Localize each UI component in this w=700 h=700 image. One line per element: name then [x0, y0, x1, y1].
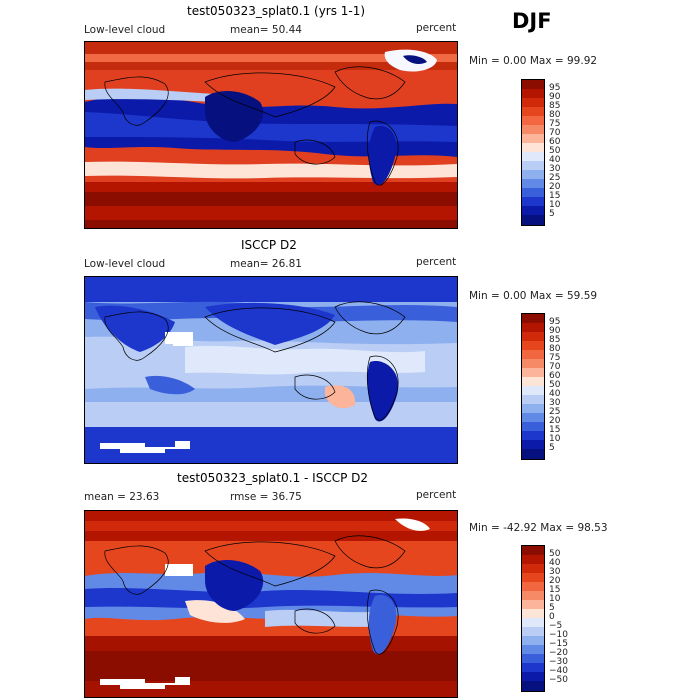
colorbar-tick: 10 [549, 200, 561, 210]
panel-2-unit: percent [416, 256, 457, 268]
colorbar-tick: 30 [549, 398, 561, 408]
colorbar-tick: 5 [549, 443, 555, 453]
colorbar-tick: 90 [549, 326, 561, 336]
panel-1-mean: mean= 50.44 [230, 24, 302, 36]
panel-2-title: ISCCP D2 [241, 238, 297, 252]
panel-3-rmse: rmse = 36.75 [230, 491, 302, 503]
colorbar-tick: 15 [549, 585, 561, 595]
panel-3-unit: percent [416, 489, 457, 501]
colorbar-tick: 80 [549, 110, 561, 120]
colorbar-tick: 20 [549, 416, 561, 426]
colorbar-tick: 75 [549, 119, 561, 129]
colorbar-tick: 10 [549, 434, 561, 444]
colorbar-tick: 60 [549, 137, 561, 147]
panel-1-map [84, 41, 458, 229]
colorbar-tick: 50 [549, 146, 561, 156]
colorbar-tick: −30 [549, 657, 568, 667]
colorbar-tick: 75 [549, 353, 561, 363]
panel-2-map [84, 276, 458, 464]
panel-1-title: test050323_splat0.1 (yrs 1-1) [187, 4, 366, 18]
colorbar-tick: 30 [549, 164, 561, 174]
colorbar-tick: 70 [549, 362, 561, 372]
colorbar-tick: 85 [549, 335, 561, 345]
season-label: DJF [512, 9, 552, 33]
colorbar-tick: 95 [549, 83, 561, 93]
panel-3-title: test050323_splat0.1 - ISCCP D2 [177, 471, 368, 485]
colorbar-tick: 20 [549, 182, 561, 192]
colorbar-tick: 70 [549, 128, 561, 138]
colorbar-tick: 0 [549, 612, 555, 622]
colorbar-tick: −40 [549, 666, 568, 676]
colorbar-tick: −20 [549, 648, 568, 658]
colorbar-tick: 20 [549, 576, 561, 586]
panel-2-minmax: Min = 0.00 Max = 59.59 [469, 290, 598, 302]
colorbar-tick: −50 [549, 675, 568, 685]
colorbar-tick: 95 [549, 317, 561, 327]
colorbar-tick: 40 [549, 558, 561, 568]
colorbar-tick: 30 [549, 567, 561, 577]
colorbar-tick: 25 [549, 173, 561, 183]
colorbar-tick: −5 [549, 621, 563, 631]
colorbar-tick: 5 [549, 603, 555, 613]
colorbar-tick: −10 [549, 630, 568, 640]
colorbar-tick: 85 [549, 101, 561, 111]
colorbar-tick: 50 [549, 549, 561, 559]
panel-2-variable-label: Low-level cloud [84, 258, 166, 270]
panel-2-mean: mean= 26.81 [230, 258, 302, 270]
colorbar-tick: 80 [549, 344, 561, 354]
panel-2-colorbar [521, 313, 545, 460]
panel-1-colorbar [521, 79, 545, 226]
panel-1-unit: percent [416, 22, 457, 34]
colorbar-tick: 90 [549, 92, 561, 102]
panel-3-mean: mean = 23.63 [84, 491, 160, 503]
colorbar-tick: 10 [549, 594, 561, 604]
panel-3-colorbar [521, 545, 545, 692]
panel-3-map [84, 510, 458, 698]
colorbar-tick: −15 [549, 639, 568, 649]
colorbar-tick: 40 [549, 155, 561, 165]
colorbar-tick: 40 [549, 389, 561, 399]
colorbar-tick: 60 [549, 371, 561, 381]
colorbar-tick: 50 [549, 380, 561, 390]
colorbar-tick: 15 [549, 425, 561, 435]
colorbar-tick: 25 [549, 407, 561, 417]
panel-1-variable-label: Low-level cloud [84, 24, 166, 36]
colorbar-tick: 5 [549, 209, 555, 219]
colorbar-tick: 15 [549, 191, 561, 201]
panel-1-minmax: Min = 0.00 Max = 99.92 [469, 55, 598, 67]
panel-3-minmax: Min = -42.92 Max = 98.53 [469, 522, 608, 534]
